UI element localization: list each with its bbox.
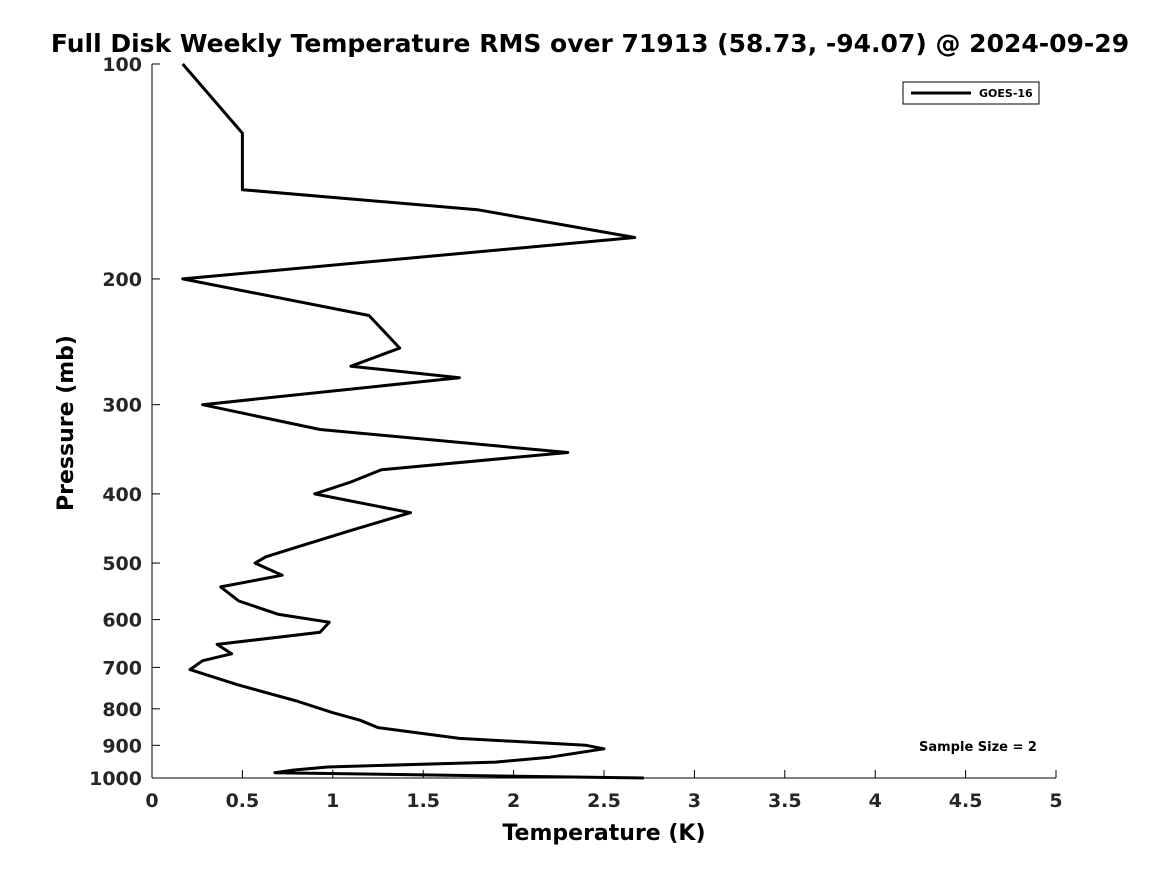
sample-size-annotation: Sample Size = 2 bbox=[919, 740, 1037, 755]
y-tick-label: 800 bbox=[102, 699, 142, 721]
y-tick-label: 200 bbox=[102, 269, 142, 291]
y-tick-label: 700 bbox=[102, 657, 142, 679]
y-axis-ticks: 100 200 300 400 500 600 700 800 900 1000 bbox=[89, 54, 160, 790]
chart-title: Full Disk Weekly Temperature RMS over 71… bbox=[51, 29, 1129, 58]
x-axis-label: Temperature (K) bbox=[502, 821, 705, 846]
legend-label-goes-16: GOES-16 bbox=[979, 87, 1033, 100]
x-tick-label: 3 bbox=[688, 790, 701, 812]
y-axis-label: Pressure (mb) bbox=[54, 335, 79, 511]
y-tick-label: 900 bbox=[102, 735, 142, 757]
x-tick-label: 3.5 bbox=[768, 790, 802, 812]
y-tick-label: 1000 bbox=[89, 768, 142, 790]
chart-axes bbox=[151, 64, 1056, 779]
x-tick-label: 1 bbox=[326, 790, 339, 812]
y-tick-label: 400 bbox=[102, 484, 142, 506]
x-tick-label: 0.5 bbox=[226, 790, 260, 812]
y-tick-label: 500 bbox=[102, 553, 142, 575]
series-line-goes-16 bbox=[181, 63, 644, 780]
x-tick-label: 1.5 bbox=[406, 790, 440, 812]
y-tick-label: 600 bbox=[102, 610, 142, 632]
x-tick-label: 4.5 bbox=[949, 790, 983, 812]
x-tick-label: 2.5 bbox=[587, 790, 621, 812]
series-layer bbox=[181, 63, 644, 780]
x-axis-ticks: 0 0.5 1 1.5 2 2.5 3 3.5 4 4.5 5 bbox=[145, 770, 1063, 812]
x-tick-label: 4 bbox=[869, 790, 882, 812]
legend: GOES-16 bbox=[902, 81, 1040, 105]
y-tick-label: 300 bbox=[102, 395, 142, 417]
x-tick-label: 5 bbox=[1049, 790, 1062, 812]
x-tick-label: 2 bbox=[507, 790, 520, 812]
y-tick-label: 100 bbox=[102, 54, 142, 76]
x-tick-label: 0 bbox=[145, 790, 158, 812]
